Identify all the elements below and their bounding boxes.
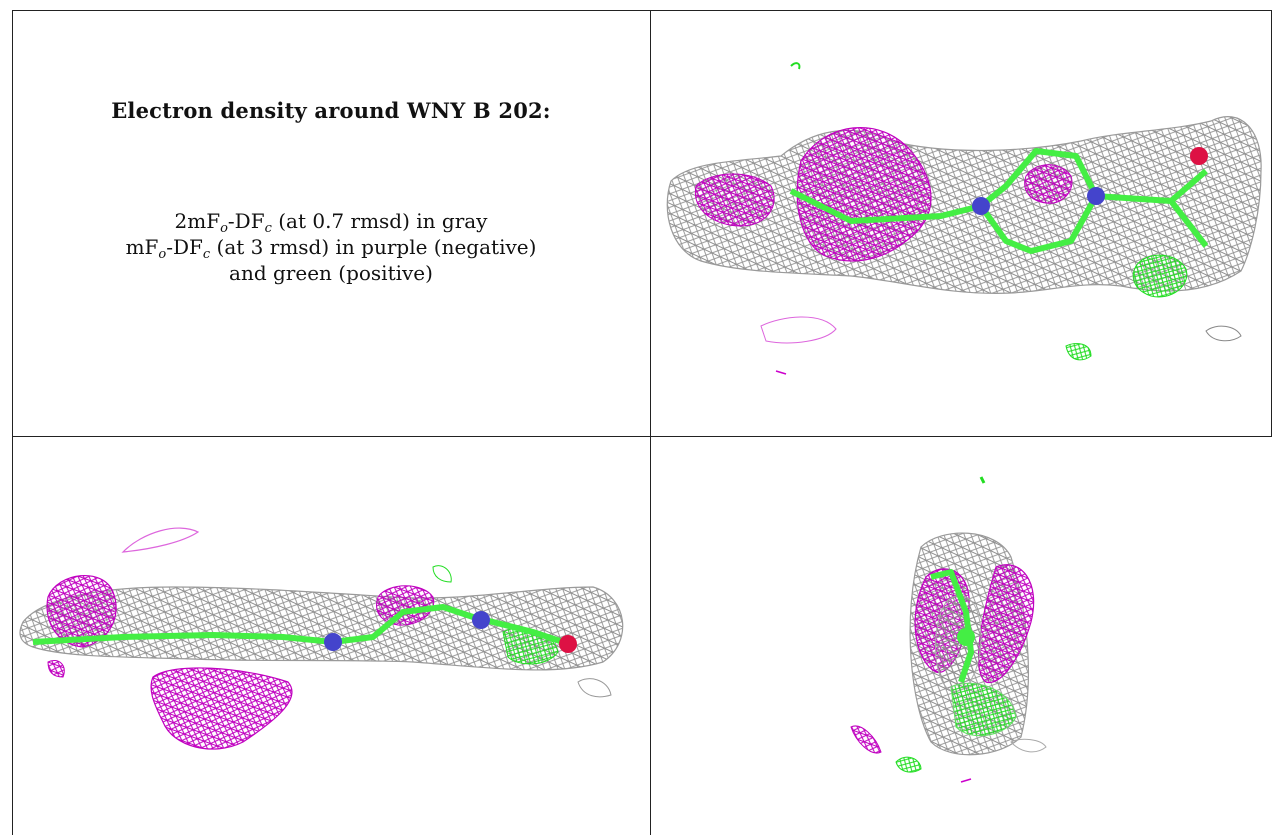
caption-subscript: c: [202, 247, 211, 262]
border-top: [12, 10, 1272, 11]
caption-text: (at 0.7 rmsd) in gray: [271, 209, 488, 233]
border-right: [1271, 10, 1272, 436]
caption-text: -DF: [227, 209, 265, 233]
border-middle: [650, 10, 651, 835]
caption-subscript: c: [264, 221, 272, 236]
density-view-top-right: [651, 11, 1271, 436]
caption-text: (at 3 rmsd) in purple (negative): [210, 235, 537, 259]
border-divider: [12, 436, 1272, 437]
density-view-bottom-right: [651, 437, 1271, 835]
caption-subscript: o: [158, 247, 167, 262]
caption-text: -DF: [166, 235, 203, 259]
caption-subscript: o: [220, 221, 228, 236]
caption-cell: Electron density around WNY B 202: 2mFo-…: [12, 10, 650, 436]
density-map-view-3-icon: [850, 476, 1047, 783]
density-map-view-1-icon: [666, 62, 1262, 375]
caption-text: 2mF: [174, 209, 221, 233]
border-left: [12, 10, 13, 835]
caption-2fofc-line: 2mFo-DFc (at 0.7 rmsd) in gray: [12, 208, 650, 236]
caption-fofc-line: mFo-DFc (at 3 rmsd) in purple (negative): [12, 234, 650, 262]
density-map-view-2-icon: [19, 527, 624, 750]
caption-text: mF: [125, 235, 159, 259]
caption-title: Electron density around WNY B 202:: [111, 98, 551, 123]
density-view-bottom-left: [13, 437, 650, 835]
caption-line-3: and green (positive): [229, 261, 433, 285]
